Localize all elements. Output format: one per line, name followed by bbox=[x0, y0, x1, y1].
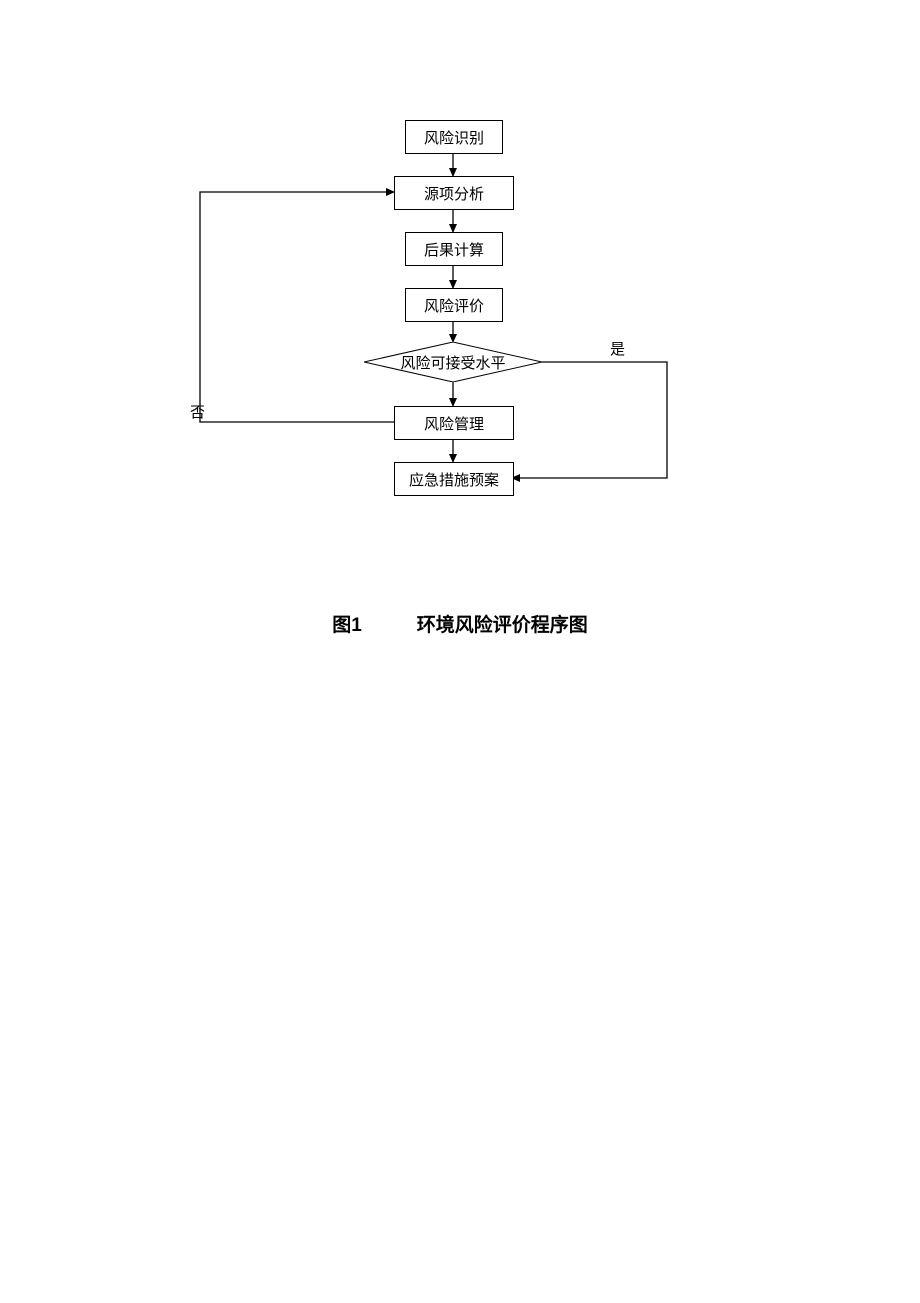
node-consequence: 后果计算 bbox=[405, 232, 503, 266]
node-acceptable-level: 风险可接受水平 bbox=[364, 342, 542, 382]
figure-caption: 图1 环境风险评价程序图 bbox=[0, 610, 920, 637]
edge-label-yes: 是 bbox=[610, 338, 625, 359]
node-label: 应急措施预案 bbox=[409, 469, 499, 490]
node-risk-manage: 风险管理 bbox=[394, 406, 514, 440]
figure-title: 环境风险评价程序图 bbox=[417, 615, 588, 636]
node-risk-evaluate: 风险评价 bbox=[405, 288, 503, 322]
figure-number: 图1 bbox=[332, 610, 362, 637]
node-emergency-plan: 应急措施预案 bbox=[394, 462, 514, 496]
node-label: 风险可接受水平 bbox=[400, 352, 505, 373]
node-risk-identify: 风险识别 bbox=[405, 120, 503, 154]
node-label: 风险管理 bbox=[424, 413, 484, 434]
node-label: 风险识别 bbox=[424, 127, 484, 148]
node-label: 后果计算 bbox=[424, 239, 484, 260]
edge-label-no: 否 bbox=[190, 401, 205, 422]
node-label: 风险评价 bbox=[424, 295, 484, 316]
node-source-analysis: 源项分析 bbox=[394, 176, 514, 210]
node-label: 源项分析 bbox=[424, 183, 484, 204]
flowchart-container: 风险识别 源项分析 后果计算 风险评价 风险可接受水平 风险管理 应急措施预案 … bbox=[175, 120, 755, 540]
